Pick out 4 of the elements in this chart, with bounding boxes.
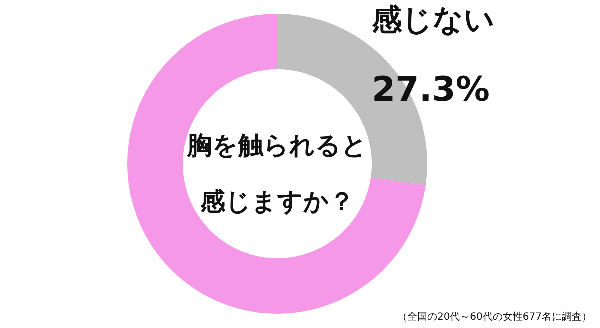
data-label: 27.3% bbox=[372, 70, 490, 110]
text: （全国の20代～60代の女性677名に調査） bbox=[397, 310, 592, 324]
text: 胸を触られると感じますか？ bbox=[186, 130, 368, 218]
slice-label: 感じない bbox=[372, 2, 495, 40]
